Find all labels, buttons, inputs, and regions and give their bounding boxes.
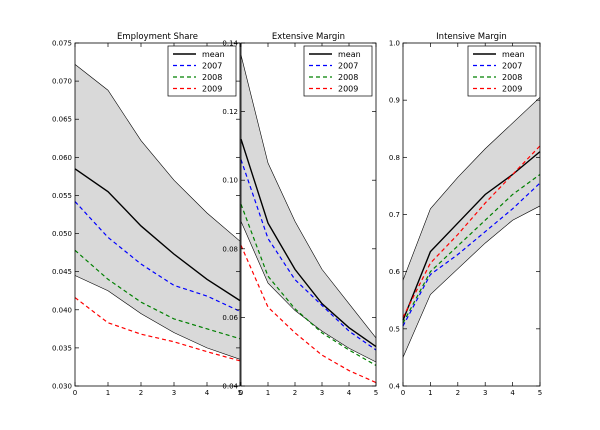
y-tick-label: 0.035	[52, 344, 72, 352]
y-tick-label: 0.06	[222, 314, 238, 322]
legend-label-2008: 2008	[502, 73, 522, 82]
x-tick-label: 4	[205, 389, 210, 397]
panel-title: Extensive Margin	[272, 32, 345, 42]
series-line-2009	[240, 245, 377, 384]
y-tick-label: 0.8	[389, 154, 400, 162]
y-tick-label: 0.7	[389, 211, 400, 219]
series-line-2008	[402, 173, 541, 324]
series-line-mean	[74, 168, 241, 302]
legend-label-mean: mean	[338, 50, 361, 59]
band-upper-line	[402, 97, 541, 281]
series-line-2007	[402, 182, 541, 327]
x-tick-label: 4	[510, 389, 515, 397]
y-tick-label: 0.9	[389, 97, 400, 105]
legend-label-mean: mean	[502, 50, 525, 59]
band-lower-line	[240, 221, 377, 363]
y-tick-label: 0.10	[222, 177, 238, 185]
band-lower-line	[402, 205, 541, 358]
series-line-2008	[240, 203, 377, 366]
series-line-mean	[240, 138, 377, 348]
legend-label-2007: 2007	[202, 62, 222, 71]
y-tick-label: 0.6	[389, 268, 401, 276]
x-tick-label: 2	[293, 389, 297, 397]
x-tick-label: 2	[456, 389, 460, 397]
y-tick-label: 0.5	[389, 325, 400, 333]
x-tick-label: 3	[172, 389, 176, 397]
y-tick-label: 0.14	[222, 40, 238, 48]
y-tick-label: 0.070	[52, 78, 72, 86]
y-tick-label: 0.12	[222, 108, 238, 116]
legend-label-mean: mean	[202, 50, 225, 59]
legend-label-2009: 2009	[202, 85, 222, 94]
legend-label-2009: 2009	[338, 85, 358, 94]
panel-2: 0 1 2 3 4 50.040.060.080.100.120.14Extensive …	[222, 32, 378, 397]
series-line-mean	[402, 151, 541, 321]
band-lower-line	[74, 275, 241, 360]
x-tick-label: 5	[238, 389, 242, 397]
axes-frame	[74, 42, 241, 387]
band-upper-line	[240, 54, 377, 339]
confidence-band	[403, 97, 540, 358]
series-line-2008	[74, 249, 241, 340]
panel-title: Intensive Margin	[436, 32, 507, 42]
x-tick-label: 0	[239, 389, 243, 397]
legend-label-2007: 2007	[502, 62, 522, 71]
confidence-band	[75, 64, 240, 360]
legend: mean 2007 2008 2009	[167, 45, 237, 97]
panel-title: Employment Share	[117, 32, 198, 42]
legend: mean 2007 2008 2009	[467, 45, 537, 97]
y-tick-label: 0.065	[52, 116, 72, 124]
legend: mean 2007 2008 2009	[303, 45, 373, 97]
y-tick-label: 0.040	[52, 306, 72, 314]
panel-1: 0 1 2 3 4 50.0300.0350.0400.0450.0500.0550.06…	[52, 32, 242, 397]
legend-label-2008: 2008	[202, 73, 222, 82]
y-tick-label: 0.4	[389, 383, 401, 391]
y-tick-label: 0.075	[52, 40, 72, 48]
x-tick-label: 5	[538, 389, 542, 397]
y-tick-label: 0.08	[222, 245, 238, 253]
x-tick-label: 3	[320, 389, 324, 397]
x-tick-label: 3	[483, 389, 487, 397]
x-tick-label: 0	[401, 389, 405, 397]
y-tick-label: 0.050	[52, 230, 72, 238]
y-tick-label: 0.045	[52, 268, 72, 276]
legend-label-2009: 2009	[502, 85, 522, 94]
axes-frame	[240, 42, 377, 387]
x-tick-label: 4	[347, 389, 352, 397]
x-tick-label: 1	[266, 389, 270, 397]
y-tick-label: 0.030	[52, 383, 72, 391]
series-line-2007	[74, 201, 241, 312]
x-tick-label: 5	[374, 389, 378, 397]
series-line-2009	[402, 145, 541, 318]
x-tick-label: 1	[428, 389, 432, 397]
series-line-2007	[240, 159, 377, 351]
y-tick-label: 0.04	[222, 383, 238, 391]
legend-label-2008: 2008	[338, 73, 358, 82]
x-tick-label: 1	[106, 389, 110, 397]
y-tick-label: 0.060	[52, 154, 72, 162]
y-tick-label: 0.055	[52, 192, 72, 200]
x-tick-label: 0	[73, 389, 77, 397]
confidence-band	[241, 55, 376, 362]
panel-3: 0 1 2 3 4 5 0.4 0.5 0.6 0.7 0.8 0.9 1.0 Intensive Mar…	[389, 32, 542, 397]
y-tick-label: 1.0	[389, 40, 400, 48]
series-line-2009	[74, 297, 241, 362]
band-upper-line	[74, 64, 241, 242]
x-tick-label: 2	[139, 389, 143, 397]
legend-label-2007: 2007	[338, 62, 358, 71]
